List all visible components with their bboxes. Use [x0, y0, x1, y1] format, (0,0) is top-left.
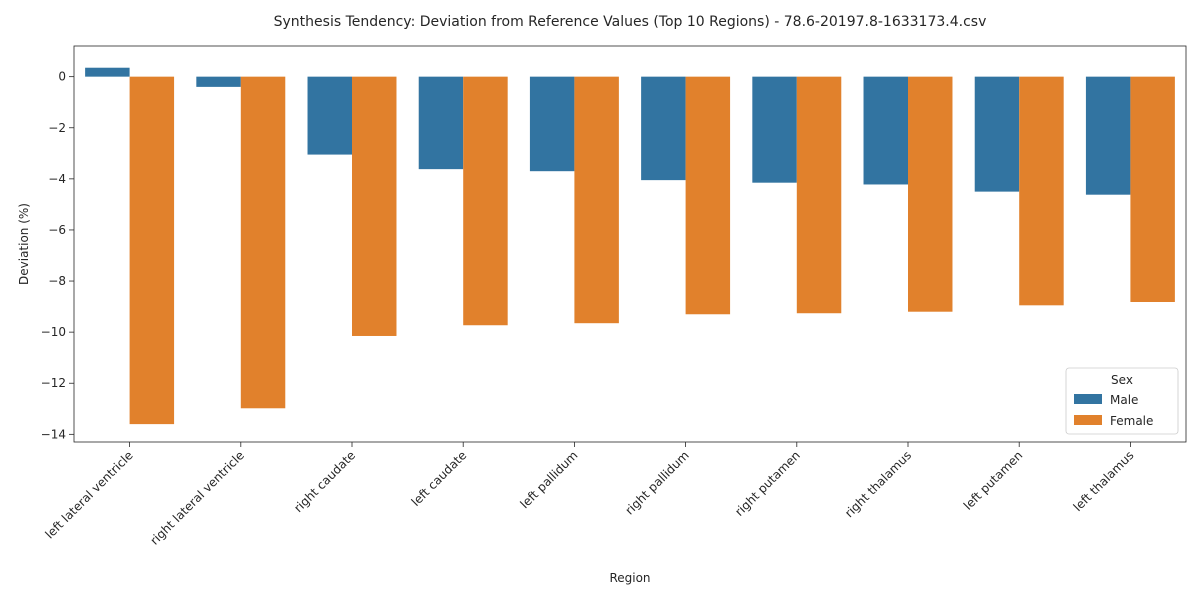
x-tick-label: right caudate — [291, 448, 358, 515]
x-axis-label: Region — [609, 571, 650, 585]
y-tick-label: −6 — [48, 223, 66, 237]
bar-female-2 — [352, 76, 397, 336]
bar-female-5 — [685, 76, 731, 315]
bar-male-0 — [85, 67, 130, 77]
x-tick-label: left lateral ventricle — [42, 448, 135, 541]
bar-male-6 — [752, 76, 797, 183]
legend-label-male: Male — [1110, 393, 1138, 407]
x-tick-label: right putamen — [732, 448, 803, 519]
x-tick-label: right pallidum — [622, 448, 691, 517]
x-axis-ticks: left lateral ventricle right lateral vent… — [42, 442, 1137, 548]
bar-female-4 — [574, 76, 619, 324]
bar-female-1 — [240, 76, 286, 409]
legend-label-female: Female — [1110, 414, 1153, 428]
legend: Sex Male Female — [1065, 367, 1179, 435]
bars-group — [85, 67, 1175, 425]
y-tick-label: −10 — [41, 325, 66, 339]
bar-male-1 — [196, 76, 241, 87]
bar-female-8 — [1019, 76, 1064, 306]
legend-swatch-female — [1074, 415, 1102, 425]
bar-male-4 — [529, 76, 575, 172]
x-tick-label: right lateral ventricle — [147, 448, 246, 547]
bar-female-0 — [129, 76, 175, 425]
x-tick-label: right thalamus — [842, 448, 914, 520]
bar-female-9 — [1130, 76, 1175, 302]
y-tick-label: −2 — [48, 121, 66, 135]
x-tick-label: left thalamus — [1071, 448, 1137, 514]
legend-title: Sex — [1111, 373, 1133, 387]
y-tick-label: −4 — [48, 172, 66, 186]
bar-female-7 — [908, 76, 953, 312]
bar-male-5 — [641, 76, 686, 181]
y-tick-label: 0 — [58, 70, 66, 84]
bar-male-9 — [1085, 76, 1131, 195]
bar-male-2 — [307, 76, 352, 155]
x-tick-label: left caudate — [409, 448, 470, 509]
plot-frame — [73, 45, 1187, 443]
x-tick-label: left pallidum — [517, 448, 580, 511]
y-tick-label: −14 — [41, 427, 66, 441]
bar-female-6 — [796, 76, 842, 314]
x-tick-label: left putamen — [961, 448, 1026, 513]
chart-title: Synthesis Tendency: Deviation from Refer… — [274, 14, 987, 30]
legend-swatch-male — [1074, 394, 1102, 404]
y-tick-label: −12 — [41, 376, 66, 390]
bar-female-3 — [463, 76, 508, 326]
y-tick-label: −8 — [48, 274, 66, 288]
y-axis-label: Deviation (%) — [17, 203, 31, 285]
bar-male-3 — [418, 76, 464, 170]
y-axis-ticks: 0 −2 −4 −6 −8 −10 −12 −14 — [41, 70, 74, 441]
bar-male-8 — [974, 76, 1020, 192]
bar-male-7 — [863, 76, 908, 185]
